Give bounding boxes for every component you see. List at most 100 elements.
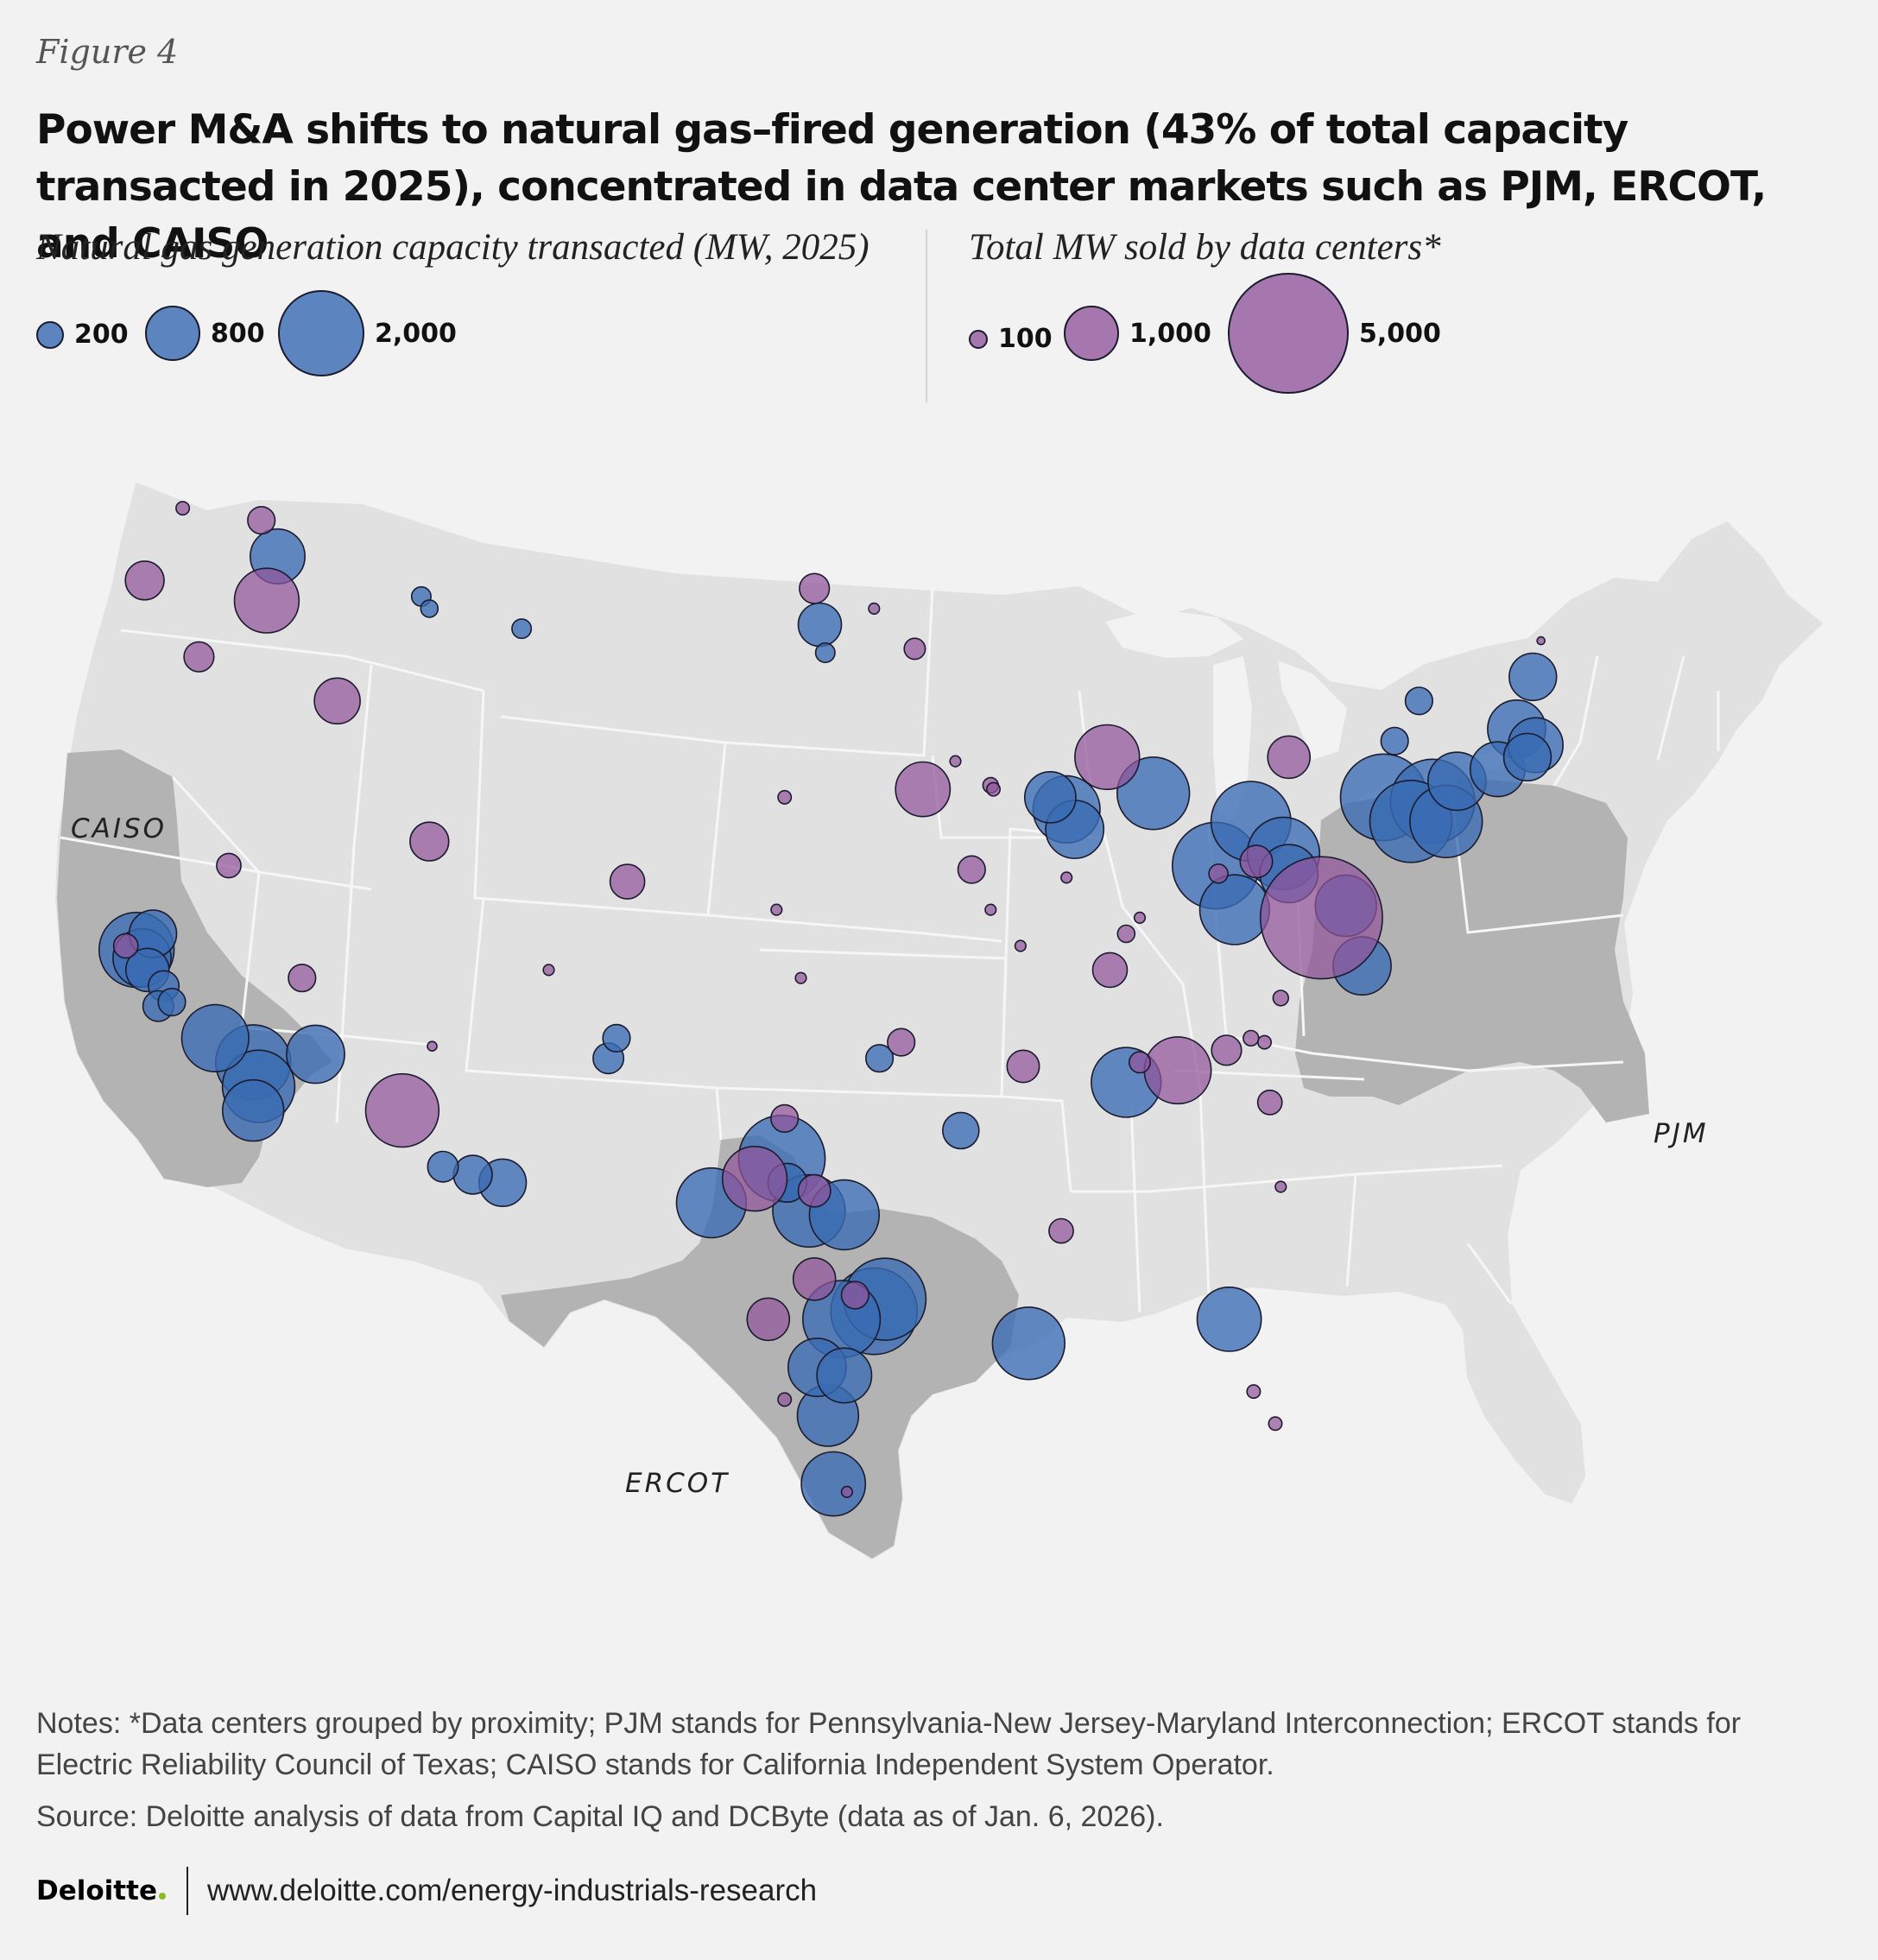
legend-gas-label: 200 (74, 319, 129, 350)
data-center-bubble (183, 641, 215, 673)
data-center-bubble (903, 637, 926, 661)
legend-dc-item: 100 (969, 324, 1053, 354)
data-center-bubbles (112, 501, 1546, 1498)
data-center-bubble (895, 761, 952, 818)
gas-plant-bubble (286, 1024, 345, 1084)
data-center-bubble (1048, 1217, 1074, 1244)
border (120, 629, 484, 692)
data-center-bubble (233, 567, 300, 634)
gas-plant-bubble (1116, 756, 1191, 831)
legend-gas-item: 2,000 (278, 290, 457, 376)
gas-plant-bubble (864, 1044, 895, 1073)
legend-dc-item: 5,000 (1228, 273, 1441, 394)
gas-plant-bubble (1380, 726, 1409, 756)
ercot-region (501, 1135, 1019, 1559)
border (707, 914, 1002, 943)
legend-gas-bubble-medium (145, 306, 200, 361)
data-center-bubble (1536, 635, 1546, 646)
data-center-bubble (794, 971, 807, 984)
data-center-bubble (1246, 1384, 1261, 1400)
footer: Deloitte www.deloitte.com/energy-industr… (36, 1865, 817, 1917)
gas-plant-bubble (222, 1078, 285, 1142)
gas-plant-bubble (427, 1150, 459, 1183)
data-center-bubble (1074, 724, 1141, 791)
border (1129, 1087, 1211, 1313)
border (240, 871, 433, 1046)
data-center-bubble (1129, 1051, 1152, 1074)
legend-dc-items: 100 1,000 5,000 (969, 269, 1441, 407)
data-center-bubble (799, 572, 831, 604)
data-center-bubble (840, 1485, 854, 1498)
gas-plant-bubble (511, 618, 533, 640)
legend-dc-label: 1,000 (1129, 318, 1211, 349)
data-center-bubble (797, 1173, 832, 1208)
footer-url[interactable]: www.deloitte.com/energy-industrials-rese… (206, 1874, 818, 1907)
data-center-bubble (949, 755, 962, 768)
data-center-bubble (984, 903, 997, 916)
legend-dc-bubble-medium (1064, 306, 1119, 361)
border (1071, 1164, 1503, 1193)
gas-plant-bubble (1198, 874, 1271, 945)
data-center-bubble (609, 863, 646, 900)
gas-plant-bubble (1502, 732, 1552, 782)
data-center-bubble (1274, 1180, 1287, 1193)
data-center-bubble (1014, 939, 1027, 952)
source: Source: Deloitte analysis of data from C… (36, 1800, 1164, 1833)
border (171, 775, 261, 874)
data-center-bubble (770, 1103, 800, 1134)
data-center-bubble (868, 602, 881, 615)
region-label-pjm: PJM (1654, 1118, 1709, 1149)
lake-superior (1105, 609, 1243, 658)
data-center-bubble (1256, 1089, 1283, 1116)
legend-dc: Total MW sold by data centers* 100 1,000… (969, 226, 1441, 407)
data-center-bubble (1272, 989, 1290, 1007)
deloitte-logo: Deloitte (36, 1875, 166, 1906)
data-center-bubble (1243, 1029, 1260, 1047)
legend-gas-label: 2,000 (375, 318, 457, 349)
gas-plant-bubble (816, 1347, 873, 1404)
data-center-bubble (721, 1145, 788, 1212)
border (1312, 1052, 1624, 1072)
legend-gas-bubble-small (36, 320, 64, 349)
gas-plant-bubble (180, 1003, 250, 1073)
gas-plant-bubble (157, 987, 187, 1017)
gas-plant-bubble (420, 599, 439, 618)
data-center-bubble (1091, 952, 1129, 989)
data-center-bubble (247, 505, 276, 535)
data-center-bubble (124, 560, 165, 601)
state-borders (60, 586, 1720, 1313)
data-center-bubble (1259, 856, 1383, 980)
data-center-bubble (112, 933, 139, 959)
us-map: CAISO PJM ERCOT (54, 482, 1824, 1560)
data-center-bubble (175, 501, 191, 516)
logo-text: Deloitte (36, 1875, 157, 1906)
data-center-bubble (1257, 1034, 1273, 1050)
border (1000, 958, 1072, 1192)
gas-plant-bubble (1024, 770, 1077, 824)
data-center-bubble (216, 852, 242, 879)
legend-gas-bubble-large (278, 290, 364, 376)
legend-gas-item: 800 (145, 306, 265, 361)
region-label-ercot: ERCOT (625, 1468, 730, 1499)
data-center-bubble (1060, 871, 1073, 884)
us-outline (54, 482, 1824, 1560)
gas-plant-bubble (1196, 1287, 1262, 1352)
data-center-bubble (777, 789, 793, 805)
data-center-bubble (986, 781, 1002, 797)
data-center-bubble (409, 821, 450, 862)
gas-plant-bubble (1404, 686, 1433, 716)
gas-plant-bubble (602, 1023, 631, 1053)
legend-gas-item: 200 (36, 319, 129, 350)
data-center-bubble (777, 1392, 793, 1407)
gas-plant-bubble (991, 1306, 1066, 1381)
legend-gas-items: 200 800 2,000 (36, 269, 869, 407)
border (1552, 655, 1599, 787)
data-center-bubble (1239, 844, 1274, 879)
data-center-bubble (770, 903, 783, 916)
data-center-bubble (313, 677, 361, 725)
notes: Notes: *Data centers grouped by proximit… (36, 1707, 1742, 1781)
legend-dc-bubble-large (1228, 273, 1349, 394)
border (1103, 837, 1202, 1089)
data-center-bubble (542, 964, 555, 977)
border (716, 1086, 1002, 1098)
